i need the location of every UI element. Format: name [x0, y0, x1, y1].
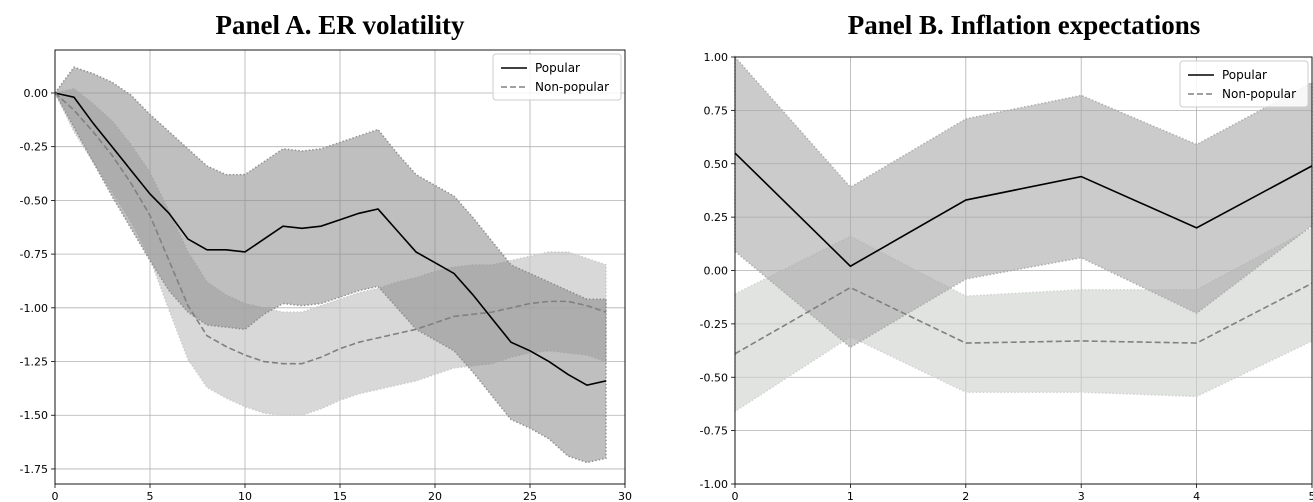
panel-b: Panel B. Inflation expectations 0 1 2 3 4 5 1.… — [660, 0, 1313, 502]
series-line — [734, 152, 1313, 268]
y-tick-label: 0.00 — [24, 87, 49, 100]
chart-title: Panel A. ER volatility — [215, 10, 465, 40]
x-tick-label: 0 — [732, 490, 739, 502]
x-tick-label: 4 — [1193, 490, 1200, 502]
y-tick-label: -0.50 — [700, 371, 728, 384]
y-tick-label: 0.75 — [704, 104, 729, 117]
x-tick-label: 20 — [428, 490, 442, 502]
legend-box — [492, 53, 622, 101]
x-tick-label: 3 — [1078, 490, 1085, 502]
legend-label: Non-popular — [1222, 87, 1296, 101]
y-tick-label: -1.00 — [20, 302, 48, 315]
x-tick-label: 0 — [52, 490, 59, 502]
legend-label: Popular — [535, 61, 580, 75]
x-tick-label: 1 — [847, 490, 854, 502]
y-tick-label: -0.50 — [20, 194, 48, 207]
chart-title: Panel B. Inflation expectations — [847, 10, 1201, 40]
legend-label: Popular — [1222, 68, 1267, 82]
x-tick-label: 5 — [1309, 490, 1313, 502]
legend-box — [1179, 60, 1309, 108]
y-tick-label: 0.25 — [704, 211, 729, 224]
x-tick-label: 2 — [962, 490, 969, 502]
y-tick-label: -0.25 — [700, 318, 728, 331]
x-tick-label: 10 — [238, 490, 252, 502]
chart-b-svg: 0 1 2 3 4 5 1.00 0.75 0.50 0.25 0.00 -0.25 -0.50 -0.7… — [700, 51, 1313, 502]
y-tick-label: -1.75 — [20, 463, 48, 476]
series-line — [54, 92, 607, 365]
y-tick-label: -1.25 — [20, 356, 48, 369]
x-tick-label: 30 — [618, 490, 632, 502]
confidence-band — [734, 55, 1313, 349]
y-tick-label: -1.00 — [700, 478, 728, 491]
chart-a-svg: 0 5 10 15 20 25 30 0.00 -0.25 -0.50 -0.75 -1.00 -1.2… — [20, 49, 632, 502]
x-tick-label: 15 — [333, 490, 347, 502]
series-line — [54, 92, 607, 387]
legend-label: Non-popular — [535, 80, 609, 94]
x-tick-label: 5 — [147, 490, 154, 502]
x-tick-label: 25 — [523, 490, 537, 502]
y-tick-label: 1.00 — [704, 51, 729, 64]
y-tick-label: 0.00 — [704, 265, 729, 278]
series-line — [734, 282, 1313, 355]
y-tick-label: -0.75 — [700, 425, 728, 438]
y-tick-label: -0.25 — [20, 141, 48, 154]
y-tick-label: 0.50 — [704, 158, 729, 171]
y-tick-label: -0.75 — [20, 248, 48, 261]
panel-a: Panel A. ER volatility 0 5 10 15 20 25 30 0.00 -… — [0, 0, 640, 502]
y-tick-label: -1.50 — [20, 409, 48, 422]
confidence-band — [54, 66, 607, 464]
